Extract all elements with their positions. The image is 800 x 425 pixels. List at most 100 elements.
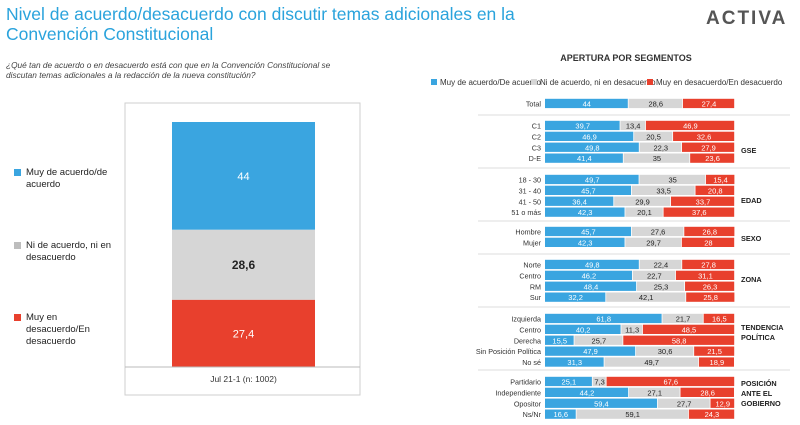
segment-bar-2 — [657, 398, 710, 408]
segment-value-label: 21,5 — [707, 347, 722, 356]
legend-label-acuerdo: Muy de acuerdo/de acuerdo — [26, 167, 108, 190]
segment-bar-3 — [710, 398, 735, 408]
segment-value-label: 16,6 — [553, 410, 568, 419]
legend-label-neutral: Ni de acuerdo, ni en desacuerdo — [26, 240, 112, 263]
segment-value-label: 26,8 — [702, 227, 717, 236]
segment-value-label: 48,5 — [682, 325, 697, 334]
segment-bar-1 — [545, 207, 625, 217]
segment-value-label: 18,9 — [710, 358, 725, 367]
group-label: GOBIERNO — [741, 399, 781, 408]
segment-value-label: 16,5 — [712, 314, 727, 323]
segment-bar-3 — [682, 98, 735, 109]
row-label: Mujer — [523, 238, 542, 247]
segment-bar-1 — [545, 335, 574, 345]
segment-bar-1 — [545, 120, 620, 131]
segment-legend-label-1: Muy de acuerdo/De acuerdo — [440, 78, 542, 87]
segment-value-label: 49,7 — [585, 175, 600, 184]
segment-value-label: 28 — [704, 238, 712, 247]
segment-bar-3 — [682, 259, 735, 270]
segment-value-label: 41,4 — [577, 154, 592, 163]
segment-bar-3 — [623, 335, 735, 345]
segment-value-label: 27,7 — [677, 399, 692, 408]
segment-value-label: 48,4 — [584, 282, 599, 291]
segment-value-label: 28,6 — [648, 99, 663, 108]
segment-bar-3 — [645, 120, 735, 131]
segment-value-label: 47,9 — [583, 347, 598, 356]
segment-bar-2 — [639, 142, 682, 152]
activa-logo: ACTIVA — [706, 8, 788, 29]
segment-bar-2 — [639, 174, 706, 185]
group-label: TENDENCIA — [741, 323, 784, 332]
row-label: C3 — [532, 143, 541, 152]
row-label: Centro — [519, 271, 541, 280]
bar-value-label-1: 44 — [237, 171, 249, 183]
group-label: GSE — [741, 146, 757, 155]
segment-value-label: 37,6 — [692, 208, 707, 217]
row-label: No sé — [522, 358, 541, 367]
segment-value-label: 27,9 — [701, 143, 716, 152]
segment-bar-3 — [694, 346, 735, 356]
segment-value-label: 27,4 — [702, 99, 717, 108]
segment-value-label: 29,9 — [635, 197, 650, 206]
segment-bar-3 — [673, 131, 735, 141]
segment-value-label: 27,1 — [647, 388, 662, 397]
segment-bar-2 — [631, 226, 684, 237]
segment-value-label: 49,8 — [585, 143, 600, 152]
segment-value-label: 35 — [653, 154, 661, 163]
segment-value-label: 32,2 — [568, 293, 583, 302]
segment-bar-1 — [545, 131, 634, 141]
segment-value-label: 27,6 — [651, 227, 666, 236]
segment-value-label: 59,4 — [594, 399, 609, 408]
segment-value-label: 21,7 — [676, 314, 691, 323]
legend-item-neutral: Ni de acuerdo, ni en desacuerdo — [14, 240, 121, 264]
segment-bar-1 — [545, 346, 636, 356]
group-label: EDAD — [741, 196, 762, 205]
legend-swatch-acuerdo — [14, 169, 21, 176]
segment-value-label: 13,4 — [626, 121, 641, 130]
group-label: POLÍTICA — [741, 333, 776, 342]
segment-value-label: 42,3 — [578, 208, 593, 217]
segment-value-label: 15,5 — [552, 336, 567, 345]
segment-value-label: 42,1 — [639, 293, 654, 302]
segment-bar-2 — [604, 357, 699, 367]
segment-value-label: 39,7 — [575, 121, 590, 130]
segment-value-label: 58,8 — [672, 336, 687, 345]
segment-value-label: 32,6 — [697, 132, 712, 141]
segment-value-label: 30,6 — [658, 347, 673, 356]
segment-bar-2 — [621, 324, 643, 334]
segment-bar-2 — [636, 281, 685, 291]
segment-bar-2 — [628, 98, 683, 109]
row-label: D-E — [529, 154, 542, 163]
segment-bar-3 — [695, 185, 735, 195]
segment-value-label: 42,3 — [578, 238, 593, 247]
segment-value-label: 45,7 — [581, 227, 596, 236]
segment-value-label: 7,3 — [594, 377, 604, 386]
group-label: ZONA — [741, 275, 762, 284]
group-label: ANTE EL — [741, 389, 773, 398]
segment-bar-3 — [686, 292, 735, 302]
legend-swatch-desacuerdo — [14, 314, 21, 321]
segment-bar-3 — [670, 196, 735, 206]
segment-bar-1 — [545, 237, 625, 247]
segment-value-label: 11,3 — [625, 325, 639, 334]
row-label: Independiente — [495, 388, 541, 397]
row-label: Partidario — [510, 377, 541, 386]
segment-bar-2 — [620, 120, 646, 131]
row-label: Sur — [530, 293, 542, 302]
segment-value-label: 25,1 — [562, 377, 577, 386]
segment-bar-1 — [545, 409, 576, 419]
segment-bar-3 — [705, 174, 735, 185]
segment-bar-3 — [681, 142, 735, 152]
segment-bar-1 — [545, 357, 604, 367]
segment-value-label: 61,8 — [596, 314, 611, 323]
segment-value-label: 20,5 — [646, 132, 661, 141]
segment-value-label: 27,8 — [701, 260, 716, 269]
row-label: C1 — [532, 121, 541, 130]
segment-legend-swatch-2 — [531, 79, 537, 85]
segment-value-label: 31,1 — [698, 271, 713, 280]
legend-item-desacuerdo: Muy en desacuerdo/En desacuerdo — [14, 312, 121, 348]
segment-bar-1 — [545, 259, 639, 270]
segment-value-label: 22,7 — [647, 271, 662, 280]
segment-bar-2 — [574, 335, 623, 345]
segment-bar-3 — [606, 376, 735, 387]
